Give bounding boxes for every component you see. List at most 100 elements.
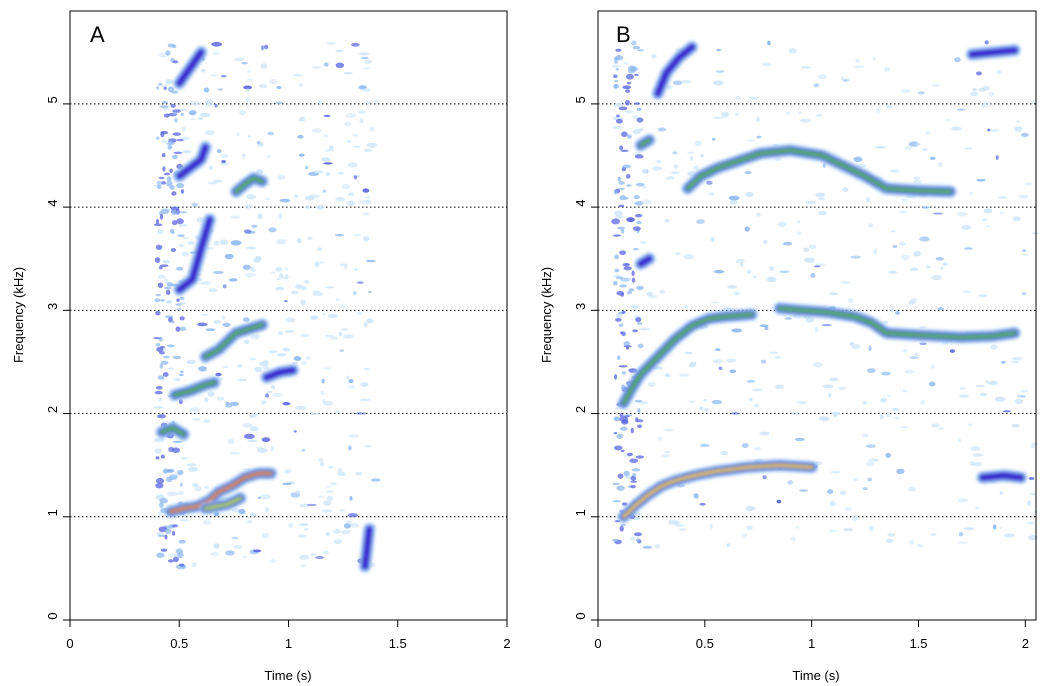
panel-a-noise-speck <box>161 100 168 104</box>
panel-a-noise-speck <box>229 401 240 406</box>
panel-a-noise-speck <box>335 196 345 202</box>
panel-a-noise-speck <box>279 198 291 203</box>
panel-a-noise-speck <box>278 331 284 336</box>
panel-a-noise-speck <box>305 165 309 170</box>
panel-b-noise-speck <box>632 306 639 309</box>
panel-b-noise-speck <box>1024 182 1033 185</box>
panel-b-noise-speck <box>917 91 925 95</box>
panel-a-noise-speck <box>323 62 329 67</box>
panel-b-noise-speck <box>641 199 653 205</box>
panel-b-noise-speck <box>614 520 621 523</box>
panel-b-noise-speck <box>617 226 626 230</box>
panel-a-noise-speck <box>292 73 302 77</box>
panel-a-noise-speck <box>242 264 251 270</box>
panel-b-noise-speck <box>634 154 644 159</box>
panel-a-noise-speck <box>257 496 262 500</box>
panel-b-noise-speck <box>851 343 861 350</box>
panel-a-noise-speck <box>168 367 174 370</box>
panel-b-noise-speck <box>711 138 716 141</box>
panel-a-noise-speck <box>155 477 165 484</box>
panel-b-noise-speck <box>1012 216 1021 222</box>
panel-b-noise-speck <box>759 431 770 436</box>
panel-a-noise-speck <box>155 244 163 250</box>
panel-b-y-ticks: 0 1 2 3 4 5 <box>573 96 598 621</box>
panel-a-noise-speck <box>170 320 175 324</box>
panel-a-noise-speck <box>293 194 299 198</box>
panel-b-noise-speck <box>1018 194 1029 199</box>
panel-b-noise-speck <box>959 394 969 398</box>
panel-b-noise-speck <box>623 345 632 348</box>
panel-b-noise-speck <box>652 166 663 171</box>
panel-a-noise-speck <box>158 337 163 342</box>
panel-b-noise-speck <box>616 114 620 118</box>
panel-a-noise-speck <box>175 303 183 306</box>
panel-b-noise-speck <box>615 48 622 52</box>
panel-b-noise-speck <box>784 317 792 320</box>
panel-a-noise-speck <box>328 313 338 319</box>
panel-a-noise-speck <box>169 474 178 480</box>
panel-b-noise-speck <box>767 40 771 46</box>
panel-b-noise-speck <box>699 443 710 448</box>
panel-b-noise-speck <box>613 416 621 422</box>
panel-b-noise-speck <box>972 453 983 457</box>
panel-b-noise-speck <box>935 257 944 261</box>
panel-a-noise-speck <box>317 457 324 462</box>
panel-b-noise-speck <box>733 291 740 296</box>
panel-a-noise-speck <box>323 114 331 118</box>
panel-b-noise-speck <box>815 192 826 197</box>
panel-b-noise-speck <box>902 389 908 393</box>
panel-b-noise-speck <box>675 524 685 527</box>
panel-a-noise-speck <box>317 247 323 251</box>
panel-a-noise-speck <box>360 398 371 402</box>
panel-a-noise-speck <box>275 286 285 291</box>
panel-a-noise-speck <box>165 289 171 295</box>
panel-b-noise-speck <box>627 65 636 71</box>
panel-b-noise-speck <box>634 201 644 206</box>
panel-a-noise-speck <box>171 210 178 216</box>
panel-b-noise-speck <box>814 326 819 333</box>
panel-b-noise-speck <box>619 412 624 418</box>
panel-a-noise-speck <box>209 74 219 77</box>
panel-b-noise-speck <box>759 324 769 327</box>
panel-a-noise-speck <box>298 153 305 157</box>
panel-b-noise-speck <box>731 328 743 333</box>
panel-a-noise-speck <box>156 180 162 186</box>
panel-b-noise-speck <box>1002 410 1011 413</box>
panel-b-noise-speck <box>635 182 645 187</box>
panel-b-noise-speck <box>614 215 624 219</box>
panel-a-noise-speck <box>221 160 226 164</box>
panel-b-noise-speck <box>712 359 724 364</box>
panel-b-noise-speck <box>696 219 705 224</box>
panel-b-noise-speck <box>963 147 973 150</box>
panel-b-noise-speck <box>1003 533 1015 538</box>
panel-b-noise-speck <box>628 288 635 292</box>
panel-a-noise-speck <box>279 273 284 279</box>
panel-b-noise-speck <box>900 88 911 94</box>
panel-a-noise-speck <box>363 367 371 371</box>
panel-a-noise-speck <box>320 157 331 162</box>
panel-b-noise-speck <box>693 165 700 171</box>
panel-b-noise-speck <box>868 345 872 352</box>
panel-b-noise-speck <box>848 297 854 304</box>
panel-b-noise-speck <box>700 153 704 158</box>
panel-a-noise-speck <box>188 110 197 116</box>
panel-b-noise-speck <box>749 397 753 402</box>
panel-a-noise-speck <box>338 509 346 512</box>
panel-b-noise-speck <box>1022 249 1027 253</box>
panel-a-noise-speck <box>227 438 235 445</box>
panel-b-noise-speck <box>840 280 851 285</box>
panel-a-noise-speck <box>253 257 261 263</box>
panel-b-noise-speck <box>664 450 671 454</box>
panel-b-noise-speck <box>830 470 841 474</box>
panel-a-noise-speck <box>372 100 378 103</box>
panel-a-noise-speck <box>216 149 222 154</box>
panel-a-noise-speck <box>363 148 373 153</box>
panel-b-noise-speck <box>827 489 834 495</box>
panel-b-noise-speck <box>745 191 754 198</box>
panel-b-noise-speck <box>623 415 630 418</box>
panel-a-noise-speck <box>172 60 179 64</box>
panel-b-noise-speck <box>626 81 632 85</box>
panel-a-noise-speck <box>173 377 181 382</box>
panel-b-noise-speck <box>728 195 740 201</box>
panel-b-noise-speck <box>744 226 750 232</box>
